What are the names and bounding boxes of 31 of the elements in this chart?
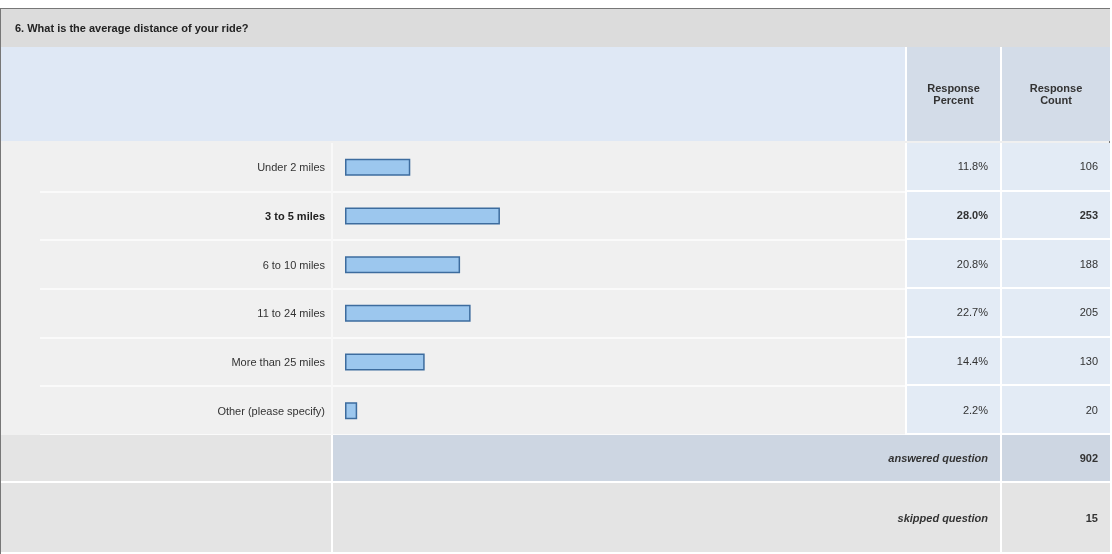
text: 205 [1000,289,1110,338]
bar [345,402,358,420]
data-label: 22.7% [905,289,1000,338]
bar [345,158,411,176]
text: 20 [1000,386,1110,435]
text: Response Count [1000,47,1110,141]
bar [345,353,425,371]
text: skipped question [331,483,1000,554]
data-label: 14.4% [905,337,1000,387]
data-label: 20.8% [905,240,1000,289]
y-tick-label: 6 to 10 miles [262,258,326,271]
y-tick-label: Under 2 miles [257,161,326,174]
bar [345,207,500,225]
bar [345,304,471,322]
text: Response Percent [905,47,1000,141]
text: 6. What is the average distance of your ride? [1,9,1110,47]
text: 253 [1000,191,1110,241]
text: 902 [1000,435,1110,483]
y-tick-label: More than 25 miles [231,356,326,368]
y-tick-label: 3 to 5 miles [265,210,325,222]
text: answered question [331,435,1000,483]
data-label: 28.0% [905,191,1000,241]
data-label: 11.8% [905,143,1000,192]
text: 130 [1000,337,1110,387]
text: 106 [1000,143,1110,192]
text: 15 [1000,483,1110,554]
y-tick-label: 11 to 24 miles [257,307,326,320]
y-tick-label: Other (please specify) [217,404,325,417]
data-label: 2.2% [905,386,1000,435]
text: 188 [1000,240,1110,289]
bar [345,256,461,274]
